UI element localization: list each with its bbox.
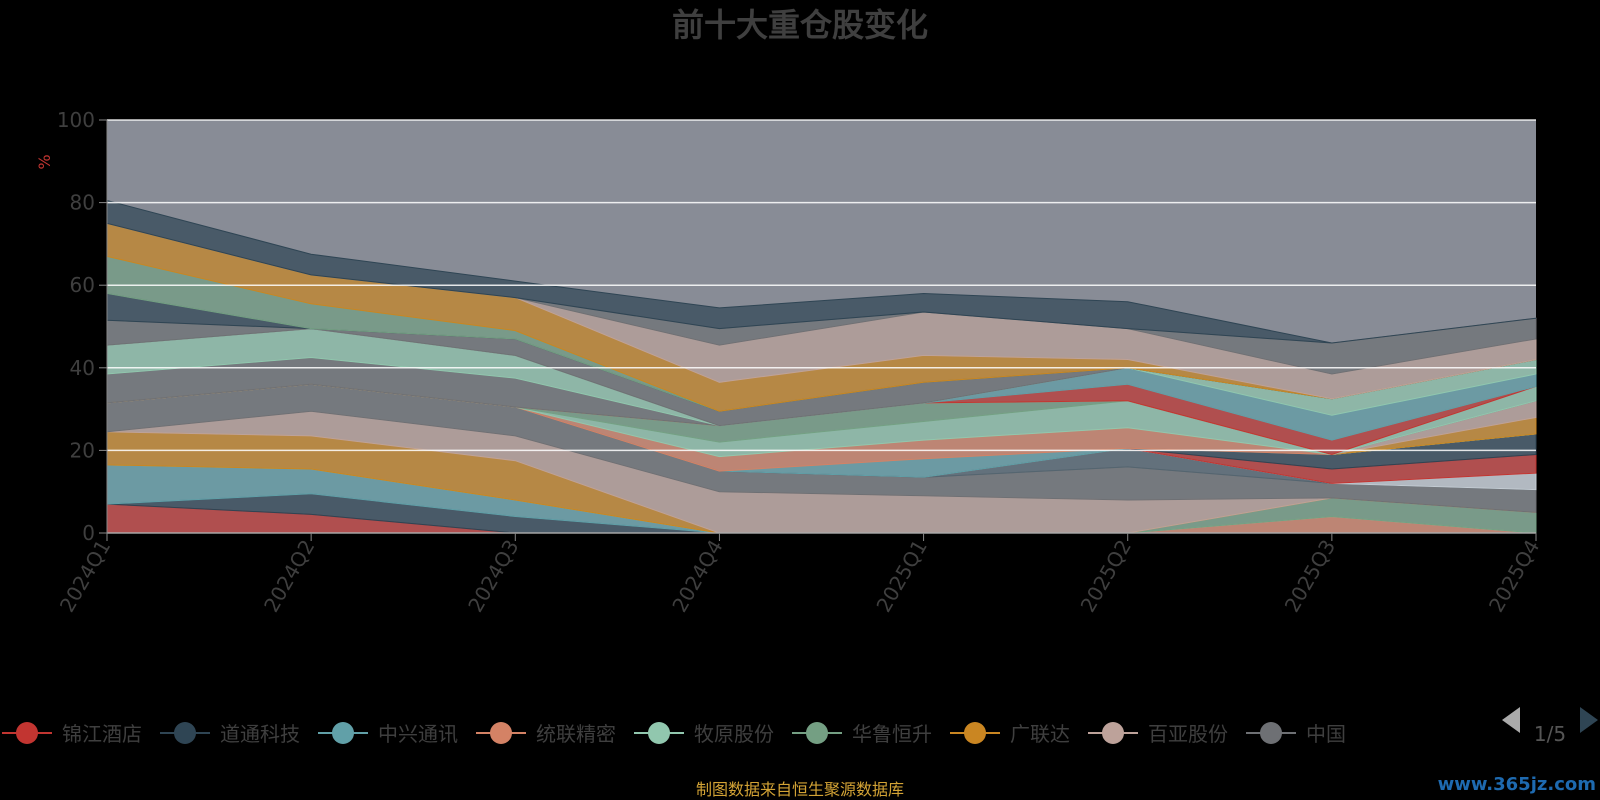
y-tick-label: 40	[70, 356, 95, 380]
legend-circle-icon	[648, 722, 670, 744]
legend-item[interactable]: 百亚股份	[1088, 722, 1228, 746]
legend-label: 百亚股份	[1148, 722, 1228, 746]
legend-page-indicator: 1/5	[1534, 722, 1566, 746]
x-tick-label: 2025Q2	[1076, 536, 1136, 617]
legend-item[interactable]: 广联达	[950, 722, 1070, 746]
legend-label: 统联精密	[536, 722, 616, 746]
y-tick-label: 60	[70, 273, 95, 297]
x-tick-label: 2024Q2	[259, 536, 319, 617]
legend-prev-arrow-icon[interactable]	[1502, 707, 1520, 733]
x-tick-label: 2024Q1	[55, 536, 115, 617]
y-tick-label: 100	[57, 108, 95, 132]
legend-circle-icon	[1102, 722, 1124, 744]
legend-circle-icon	[174, 722, 196, 744]
legend-item[interactable]: 华鲁恒升	[792, 722, 932, 746]
chart-title: 前十大重仓股变化	[672, 6, 928, 44]
legend-circle-icon	[964, 722, 986, 744]
legend-next-arrow-icon[interactable]	[1580, 707, 1598, 733]
y-tick-label: 20	[70, 438, 95, 462]
legend-item[interactable]: 统联精密	[476, 722, 616, 746]
plot-area	[106, 119, 1537, 534]
y-unit-label: %	[35, 154, 54, 169]
x-tick-label: 2025Q1	[871, 536, 931, 617]
data-source-footer: 制图数据来自恒生聚源数据库	[696, 780, 904, 799]
legend-label: 华鲁恒升	[852, 722, 932, 746]
legend-label: 道通科技	[220, 722, 300, 746]
y-tick-label: 80	[70, 191, 95, 215]
x-tick-label: 2024Q3	[463, 536, 523, 617]
y-tick-label: 0	[82, 521, 95, 545]
legend-pager: 1/5	[1502, 707, 1598, 746]
site-watermark: www.365jz.com	[1438, 774, 1596, 795]
legend-label: 中国	[1306, 722, 1346, 746]
legend-circle-icon	[332, 722, 354, 744]
area-series-31[interactable]	[106, 199, 1537, 344]
x-tick-label: 2025Q4	[1484, 536, 1544, 617]
legend-label: 锦江酒店	[62, 722, 142, 746]
legend-item[interactable]: 牧原股份	[634, 722, 774, 746]
x-tick-label: 2025Q3	[1280, 536, 1340, 617]
legend-label: 中兴通讯	[378, 722, 458, 746]
legend-item[interactable]: 中国	[1246, 722, 1346, 746]
legend-item[interactable]: 锦江酒店	[2, 722, 142, 746]
y-axis: 0 20 40 60 80 100	[57, 108, 108, 545]
x-axis: 2024Q1 2024Q2 2024Q3 2024Q4 2025Q1 2025Q2 2025…	[55, 532, 1544, 617]
legend-circle-icon	[806, 722, 828, 744]
legend-circle-icon	[1260, 722, 1282, 744]
legend-circle-icon	[16, 722, 38, 744]
legend: 锦江酒店 道通科技 中兴通讯 统联精密 牧原股份 华鲁恒升 广联达 百亚股份 中国	[2, 722, 1346, 746]
legend-label: 牧原股份	[694, 722, 774, 746]
legend-item[interactable]: 道通科技	[160, 722, 300, 746]
legend-circle-icon	[490, 722, 512, 744]
x-tick-label: 2024Q4	[667, 536, 727, 617]
legend-label: 广联达	[1010, 722, 1070, 746]
legend-item[interactable]: 中兴通讯	[318, 722, 458, 746]
